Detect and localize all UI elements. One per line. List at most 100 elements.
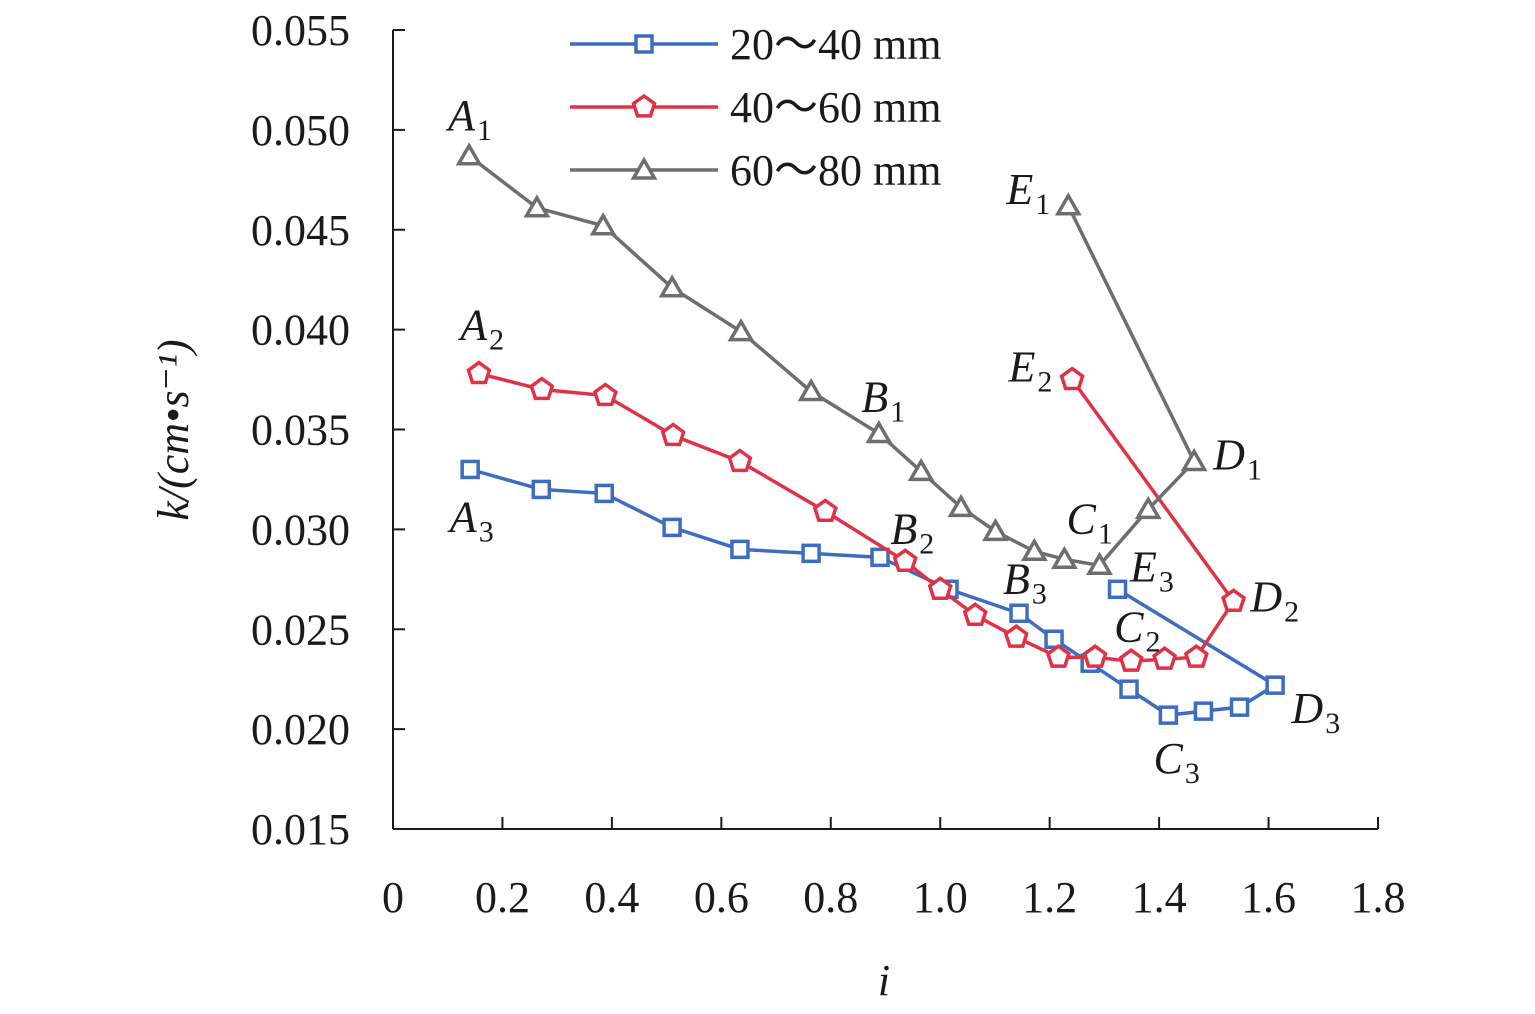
triangle-marker	[589, 212, 617, 236]
y-tick-label: 0.035	[251, 406, 350, 455]
triangle-marker	[797, 378, 825, 402]
triangle-marker	[947, 493, 975, 518]
triangle-marker	[1180, 448, 1208, 472]
y-axis-label: k/(cm•s⁻¹)	[149, 339, 198, 520]
point-label: E2	[1008, 343, 1053, 399]
point-label-subscript: 1	[1035, 188, 1050, 221]
point-label-subscript: 2	[489, 324, 504, 357]
point-label: C3	[1154, 734, 1200, 790]
triangle-marker	[727, 318, 755, 342]
point-label-subscript: 1	[477, 114, 492, 147]
square-marker	[730, 539, 750, 560]
triangle-marker	[1086, 551, 1113, 576]
point-label-subscript: 1	[1098, 517, 1113, 550]
pentagon-marker	[927, 576, 953, 600]
pentagon-marker	[631, 93, 657, 118]
pentagon-marker	[892, 548, 918, 572]
triangle-marker	[1050, 545, 1078, 570]
square-marker	[1119, 679, 1139, 699]
triangle-marker	[630, 156, 658, 180]
triangle-marker	[1020, 537, 1048, 562]
y-tick-label: 0.045	[251, 206, 350, 255]
triangle-marker	[1054, 192, 1082, 216]
triangle-marker	[658, 274, 686, 298]
y-tick-label: 0.050	[251, 106, 350, 155]
square-marker	[594, 483, 614, 504]
series-0	[460, 459, 1285, 725]
square-marker	[1044, 629, 1064, 649]
square-marker	[662, 517, 682, 538]
square-marker	[531, 479, 552, 500]
square-marker	[1229, 697, 1250, 717]
pentagon-marker	[592, 382, 618, 407]
x-tick-label: 1.4	[1132, 873, 1187, 922]
series-group	[455, 142, 1285, 725]
triangle-marker	[523, 194, 551, 218]
point-label: D3	[1290, 684, 1340, 740]
point-label: B1	[861, 373, 905, 429]
square-marker	[1107, 579, 1128, 600]
y-tick-label: 0.055	[251, 6, 350, 55]
x-tick-label: 0.2	[475, 873, 530, 922]
series-1	[466, 360, 1247, 672]
x-tick-label: 1.6	[1241, 873, 1296, 922]
y-tick-label: 0.030	[251, 505, 350, 554]
point-label-subscript: 3	[1325, 707, 1340, 740]
x-tick-label: 0.6	[694, 873, 749, 922]
point-label-subscript: 2	[919, 527, 934, 560]
point-label-subscript: 3	[1185, 757, 1200, 790]
pentagon-marker	[812, 498, 838, 523]
square-marker	[1193, 701, 1214, 721]
series-line	[468, 154, 1197, 568]
point-label-subscript: 1	[1247, 453, 1262, 486]
point-label-subscript: 3	[1032, 577, 1047, 610]
triangle-marker	[455, 142, 483, 166]
pentagon-marker	[660, 422, 686, 447]
pentagon-marker	[1059, 366, 1085, 391]
pentagon-marker	[1221, 588, 1247, 612]
point-label: E3	[1129, 542, 1174, 598]
triangle-marker	[907, 457, 935, 482]
x-axis-label: i	[878, 956, 890, 1005]
pentagon-marker	[1118, 648, 1144, 672]
square-marker	[1158, 705, 1179, 725]
legend-item: 60～80 mm	[570, 146, 941, 195]
point-label-subscript: 3	[479, 515, 494, 548]
y-tick-label: 0.025	[251, 605, 350, 654]
pentagon-marker	[1152, 646, 1178, 670]
triangle-marker	[1134, 495, 1162, 520]
point-label-subscript: 1	[890, 396, 905, 429]
y-tick-label: 0.015	[251, 805, 350, 854]
x-tick-label: 1.2	[1022, 873, 1077, 922]
point-label: C1	[1067, 494, 1113, 550]
pentagon-marker	[1183, 644, 1209, 668]
axes: 0 0.2 0.4 0.6 0.8 1.0 1.2 1.4 1.6 1.8 0.015 0.020 0.…	[251, 6, 1406, 922]
point-label-subscript: 2	[1037, 366, 1052, 399]
pentagon-marker	[727, 448, 753, 473]
square-marker	[460, 459, 480, 480]
legend-item: 20～40 mm	[570, 20, 941, 69]
y-tick-label: 0.040	[251, 306, 350, 355]
legend-label: 40～60 mm	[730, 83, 941, 132]
x-tick-label: 0	[382, 873, 404, 922]
point-label: E1	[1005, 165, 1050, 221]
square-marker	[870, 547, 890, 568]
square-marker	[634, 34, 654, 54]
triangle-marker	[865, 420, 893, 444]
series-line	[469, 467, 1279, 717]
x-tick-label: 1.0	[913, 873, 968, 922]
legend: 20～40 mm 40～60 mm 60～80 mm	[570, 20, 941, 195]
point-label: D2	[1249, 572, 1299, 628]
legend-item: 40～60 mm	[570, 83, 941, 132]
pentagon-marker	[466, 360, 492, 385]
point-label: B3	[1003, 554, 1047, 610]
point-label: D1	[1212, 430, 1262, 486]
legend-label: 20～40 mm	[730, 20, 941, 69]
x-tick-label: 1.8	[1351, 873, 1406, 922]
x-tick-label: 0.8	[803, 873, 858, 922]
pentagon-marker	[962, 602, 988, 626]
point-label: A1	[445, 91, 492, 147]
pentagon-marker	[1045, 644, 1071, 668]
